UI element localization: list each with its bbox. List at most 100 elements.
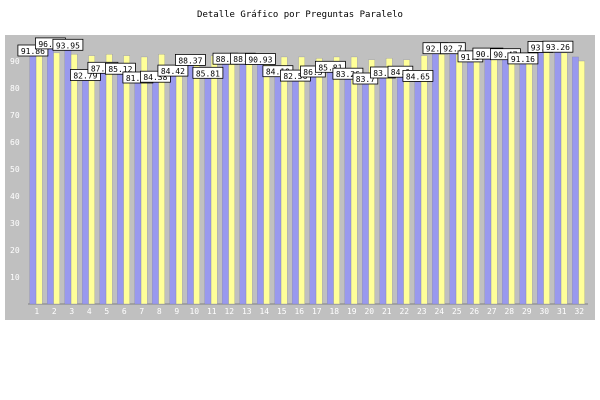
x-tick-label: 21 <box>382 307 392 316</box>
bar-s2-12 <box>228 55 236 305</box>
bar-s1-21 <box>379 77 387 305</box>
bar-s2-29 <box>525 59 533 305</box>
data-label-box <box>174 54 206 66</box>
data-label-box <box>52 38 84 51</box>
bar-s2-11 <box>210 55 218 305</box>
bar-s2-4 <box>88 55 96 305</box>
data-label: 82.79 <box>70 69 101 81</box>
bar-s1-24 <box>432 53 439 305</box>
data-label-text: 90.70 <box>476 50 500 59</box>
bar-s1-4 <box>82 80 89 305</box>
data-label-text: 88.37 <box>178 56 202 65</box>
bar-s1-30 <box>537 52 544 305</box>
bar-s1-5 <box>99 67 107 305</box>
x-tick-label: 16 <box>294 307 304 316</box>
bar-s1-15 <box>274 76 282 305</box>
data-label-box <box>70 69 101 81</box>
bar-s2-17 <box>315 58 323 305</box>
bar-s1-16 <box>292 80 299 305</box>
data-label-text: 85.81 <box>196 69 220 78</box>
x-tick-label: 14 <box>259 307 269 316</box>
bar-s2-31 <box>560 52 568 305</box>
data-label-text: 93.95 <box>56 41 80 50</box>
bar-s2-23 <box>420 55 428 305</box>
bar-s1-22 <box>397 77 404 305</box>
x-tick-label: 27 <box>487 307 497 316</box>
data-label: 93.95 <box>52 38 84 51</box>
bar-s2-27 <box>490 56 498 305</box>
bar-s2-26 <box>473 55 480 305</box>
bar-s1-1 <box>29 55 37 305</box>
y-tick-label: 50 <box>10 165 20 174</box>
data-label: 85.81 <box>192 66 224 79</box>
data-label: 84.38 <box>139 70 171 83</box>
bar-s1-20 <box>362 77 369 305</box>
bar-s2-21 <box>385 58 393 305</box>
x-tick-label: 32 <box>574 307 584 316</box>
x-tick-label: 30 <box>539 307 549 316</box>
bar-s2-14 <box>263 55 270 305</box>
data-label-box <box>192 66 224 79</box>
data-label-text: 83.7 <box>373 69 392 78</box>
x-tick-label: 17 <box>312 307 322 316</box>
data-label: 90.93 <box>244 53 276 65</box>
data-label: 91.16 <box>507 52 539 65</box>
x-tick-label: 19 <box>347 307 357 316</box>
bar-s1-23 <box>414 75 422 305</box>
bar-s1-7 <box>134 82 142 305</box>
data-label-text: 85.12 <box>108 65 132 74</box>
bar-s2-8 <box>158 54 166 305</box>
y-tick-label: 60 <box>10 138 20 147</box>
bar-s1-9 <box>169 75 177 305</box>
data-label-text: 91.86 <box>21 47 45 56</box>
data-label-text: 84.38 <box>143 73 167 82</box>
bar-s1-18 <box>327 72 334 305</box>
x-tick-label: 29 <box>522 307 532 316</box>
x-tick-label: 6 <box>122 307 127 316</box>
bar-s1-2 <box>47 42 54 305</box>
data-label-text: 88.8 <box>233 55 252 64</box>
bar-s2-10 <box>193 56 201 305</box>
bar-s1-10 <box>187 65 194 305</box>
data-label-box <box>139 70 171 83</box>
data-label-text: 93.26 <box>546 43 570 52</box>
data-label-text: 84.0 <box>391 68 410 77</box>
data-label-box <box>440 42 466 55</box>
data-label-text: 93.2 <box>531 43 550 52</box>
data-label: 91.86 <box>17 44 49 57</box>
data-label: 85.12 <box>105 62 136 75</box>
bar-s2-1 <box>35 54 43 305</box>
y-tick-label: 30 <box>10 219 20 228</box>
x-tick-label: 3 <box>69 307 74 316</box>
data-label-box <box>314 60 346 73</box>
x-tick-label: 8 <box>157 307 162 316</box>
data-label-text: 81.86 <box>126 74 150 83</box>
bar-s2-7 <box>140 56 148 305</box>
x-tick-label: 26 <box>469 307 479 316</box>
y-tick-label: 70 <box>10 111 20 120</box>
data-label-text: 91.9 <box>461 53 480 62</box>
bar-s1-6 <box>117 74 124 305</box>
x-tick-label: 25 <box>452 307 462 316</box>
x-tick-label: 28 <box>504 307 514 316</box>
y-tick-label: 80 <box>10 84 20 93</box>
data-label-text: 84.42 <box>161 67 185 76</box>
bar-s2-20 <box>368 59 375 305</box>
data-label-box <box>542 40 574 53</box>
data-label-box <box>244 53 276 65</box>
data-label-text: 92.7 <box>443 45 462 54</box>
bar-s1-14 <box>257 58 264 305</box>
bar-s2-19 <box>350 56 358 305</box>
bar-s1-32 <box>572 56 579 305</box>
data-label-text: 82.56 <box>283 72 307 81</box>
data-label-box <box>157 64 189 77</box>
bar-s1-26 <box>467 55 474 305</box>
data-label-box <box>507 52 539 65</box>
x-tick-label: 5 <box>104 307 109 316</box>
bar-s1-29 <box>519 57 527 305</box>
x-tick-label: 12 <box>224 307 234 316</box>
bar-s1-3 <box>64 50 72 305</box>
bar-s1-12 <box>222 64 229 305</box>
y-tick-label: 20 <box>10 246 20 255</box>
data-label-text: 91.16 <box>511 55 535 64</box>
